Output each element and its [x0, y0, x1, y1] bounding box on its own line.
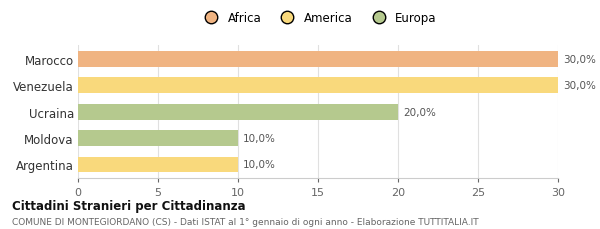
- Bar: [78, 104, 398, 120]
- Text: 30,0%: 30,0%: [563, 81, 596, 91]
- Text: 20,0%: 20,0%: [403, 107, 436, 117]
- Text: 10,0%: 10,0%: [243, 134, 275, 143]
- Bar: [78, 52, 558, 68]
- Text: Cittadini Stranieri per Cittadinanza: Cittadini Stranieri per Cittadinanza: [12, 199, 245, 212]
- Bar: [78, 131, 238, 146]
- Text: 10,0%: 10,0%: [243, 160, 275, 170]
- Text: COMUNE DI MONTEGIORDANO (CS) - Dati ISTAT al 1° gennaio di ogni anno - Elaborazi: COMUNE DI MONTEGIORDANO (CS) - Dati ISTA…: [12, 218, 479, 226]
- Bar: [78, 157, 238, 173]
- Bar: [78, 78, 558, 94]
- Text: 30,0%: 30,0%: [563, 55, 596, 65]
- Legend: Africa, America, Europa: Africa, America, Europa: [194, 7, 442, 29]
